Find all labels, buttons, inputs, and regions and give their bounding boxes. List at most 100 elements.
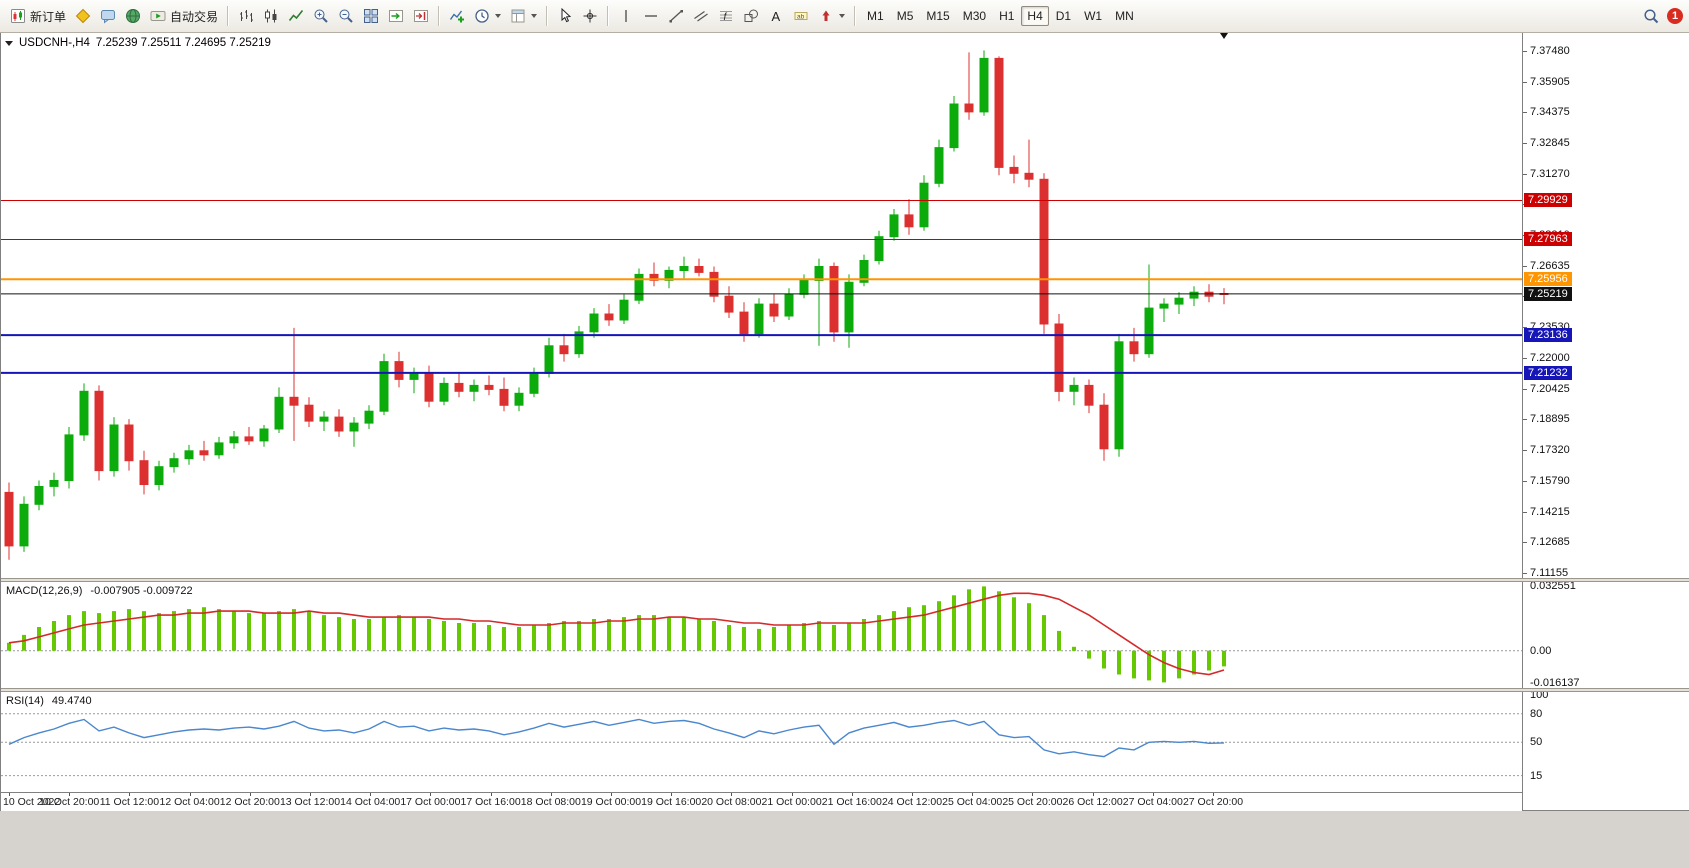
trendline-button[interactable] xyxy=(664,4,688,28)
rsi-title: RSI(14) 49.4740 xyxy=(6,695,92,707)
macd-histogram-bar xyxy=(382,617,386,651)
arrows-button[interactable] xyxy=(814,4,849,28)
metaeditor-button[interactable] xyxy=(71,4,95,28)
search-button[interactable] xyxy=(1639,4,1663,28)
candle-body xyxy=(709,271,719,297)
bar-chart-button[interactable] xyxy=(234,4,258,28)
chevron-down-icon[interactable] xyxy=(839,14,846,18)
button-label: M30 xyxy=(962,9,987,23)
zoom-out-button[interactable] xyxy=(334,4,358,28)
candle-body xyxy=(319,416,329,422)
label-button[interactable]: ab xyxy=(789,4,813,28)
fibonacci-button[interactable]: f xyxy=(714,4,738,28)
timeframe-D1-button[interactable]: D1 xyxy=(1050,6,1077,26)
auto-scroll-button[interactable] xyxy=(384,4,408,28)
community-button[interactable] xyxy=(121,4,145,28)
cursor-button[interactable] xyxy=(553,4,577,28)
timeframe-MN-button[interactable]: MN xyxy=(1109,6,1140,26)
chat-button[interactable] xyxy=(96,4,120,28)
time-axis[interactable]: 10 Oct 2022 10 Oct 20:00 11 Oct 12:00 12 Oc… xyxy=(1,792,1522,811)
candle-body xyxy=(979,57,989,113)
periods-button[interactable] xyxy=(470,4,505,28)
macd-histogram-bar xyxy=(322,615,326,651)
line-chart-button[interactable] xyxy=(284,4,308,28)
timeframe-H4-button[interactable]: H4 xyxy=(1021,6,1049,26)
crosshair-button[interactable] xyxy=(578,4,602,28)
macd-histogram-bar xyxy=(7,642,11,651)
macd-histogram-bar xyxy=(127,609,131,651)
time-axis-label: 25 Oct 04:00 xyxy=(942,796,1003,808)
macd-histogram-bar xyxy=(1132,650,1136,679)
price-axis-label: 7.35905 xyxy=(1530,76,1570,89)
pane-splitter[interactable] xyxy=(1,688,1689,692)
vertical-line-button[interactable] xyxy=(614,4,638,28)
macd-canvas[interactable] xyxy=(1,582,1522,688)
macd-histogram-bar xyxy=(367,619,371,651)
macd-histogram-bar xyxy=(712,621,716,651)
axis-tick xyxy=(69,793,71,796)
timeframe-M15-button[interactable]: M15 xyxy=(920,6,955,26)
cursor-icon xyxy=(557,8,573,24)
axis-tick xyxy=(249,793,251,796)
macd-pane[interactable]: MACD(12,26,9) -0.007905 -0.009722 xyxy=(1,582,1522,688)
candle-body xyxy=(949,103,959,149)
chevron-down-icon[interactable] xyxy=(531,14,538,18)
candle-body xyxy=(574,331,584,355)
timeframe-H1-button[interactable]: H1 xyxy=(993,6,1020,26)
macd-histogram-bar xyxy=(622,617,626,651)
chart-window[interactable]: USDCNH-,H4 7.25239 7.25511 7.24695 7.252… xyxy=(0,33,1689,811)
macd-histogram-bar xyxy=(262,613,266,651)
tile-windows-button[interactable] xyxy=(359,4,383,28)
label-icon: ab xyxy=(793,8,809,24)
candle-body xyxy=(934,147,944,184)
candle-body xyxy=(799,279,809,295)
button-label: 新订单 xyxy=(30,9,67,24)
horizontal-line-button[interactable] xyxy=(639,4,663,28)
chart-title: USDCNH-,H4 7.25239 7.25511 7.24695 7.252… xyxy=(5,37,271,49)
timeframe-M1-button[interactable]: M1 xyxy=(861,6,890,26)
axis-tick xyxy=(1523,142,1527,144)
autotrading-button[interactable]: 自动交易 xyxy=(146,4,222,28)
macd-histogram-bar xyxy=(442,621,446,651)
new-order-button[interactable]: 新订单 xyxy=(6,4,70,28)
templates-button[interactable] xyxy=(506,4,541,28)
shapes-button[interactable] xyxy=(739,4,763,28)
macd-histogram-bar xyxy=(652,615,656,651)
button-label: M15 xyxy=(926,9,950,23)
axis-tick xyxy=(1523,388,1527,390)
chart-shift-button[interactable] xyxy=(409,4,433,28)
time-axis-label: 10 Oct 2022 xyxy=(3,796,61,808)
candle-body xyxy=(199,450,209,456)
vertical-line-icon xyxy=(618,8,634,24)
candlestick-canvas[interactable] xyxy=(1,33,1522,578)
macd-histogram-bar xyxy=(1207,650,1211,671)
main-chart-pane[interactable]: USDCNH-,H4 7.25239 7.25511 7.24695 7.252… xyxy=(1,33,1522,578)
price-axis-label: 7.17320 xyxy=(1530,444,1570,457)
macd-histogram-bar xyxy=(1057,630,1061,651)
button-label: W1 xyxy=(1084,9,1103,23)
candle-body xyxy=(304,404,314,422)
chevron-down-icon[interactable] xyxy=(495,14,502,18)
rsi-canvas[interactable] xyxy=(1,692,1522,792)
price-axis[interactable]: 7.374807.359057.343757.328457.312707.297… xyxy=(1522,33,1689,810)
notification-badge[interactable]: 1 xyxy=(1667,8,1683,24)
axis-tick xyxy=(9,793,10,796)
chart-menu-icon[interactable] xyxy=(5,40,13,46)
zoom-in-button[interactable] xyxy=(309,4,333,28)
candlestick-chart-button[interactable] xyxy=(259,4,283,28)
macd-histogram-bar xyxy=(1162,650,1166,683)
timeframe-M5-button[interactable]: M5 xyxy=(891,6,920,26)
timeframe-W1-button[interactable]: W1 xyxy=(1078,6,1108,26)
pane-splitter[interactable] xyxy=(1,578,1689,582)
candle-body xyxy=(769,303,779,317)
axis-tick xyxy=(430,793,432,796)
rsi-pane[interactable]: RSI(14) 49.4740 xyxy=(1,692,1522,792)
macd-histogram-bar xyxy=(67,615,71,651)
indicators-button[interactable] xyxy=(445,4,469,28)
macd-histogram-bar xyxy=(217,609,221,651)
channel-button[interactable] xyxy=(689,4,713,28)
candle-body xyxy=(1069,384,1079,392)
time-axis-label: 12 Oct 04:00 xyxy=(159,796,220,808)
text-button[interactable]: A xyxy=(764,4,788,28)
timeframe-M30-button[interactable]: M30 xyxy=(957,6,992,26)
